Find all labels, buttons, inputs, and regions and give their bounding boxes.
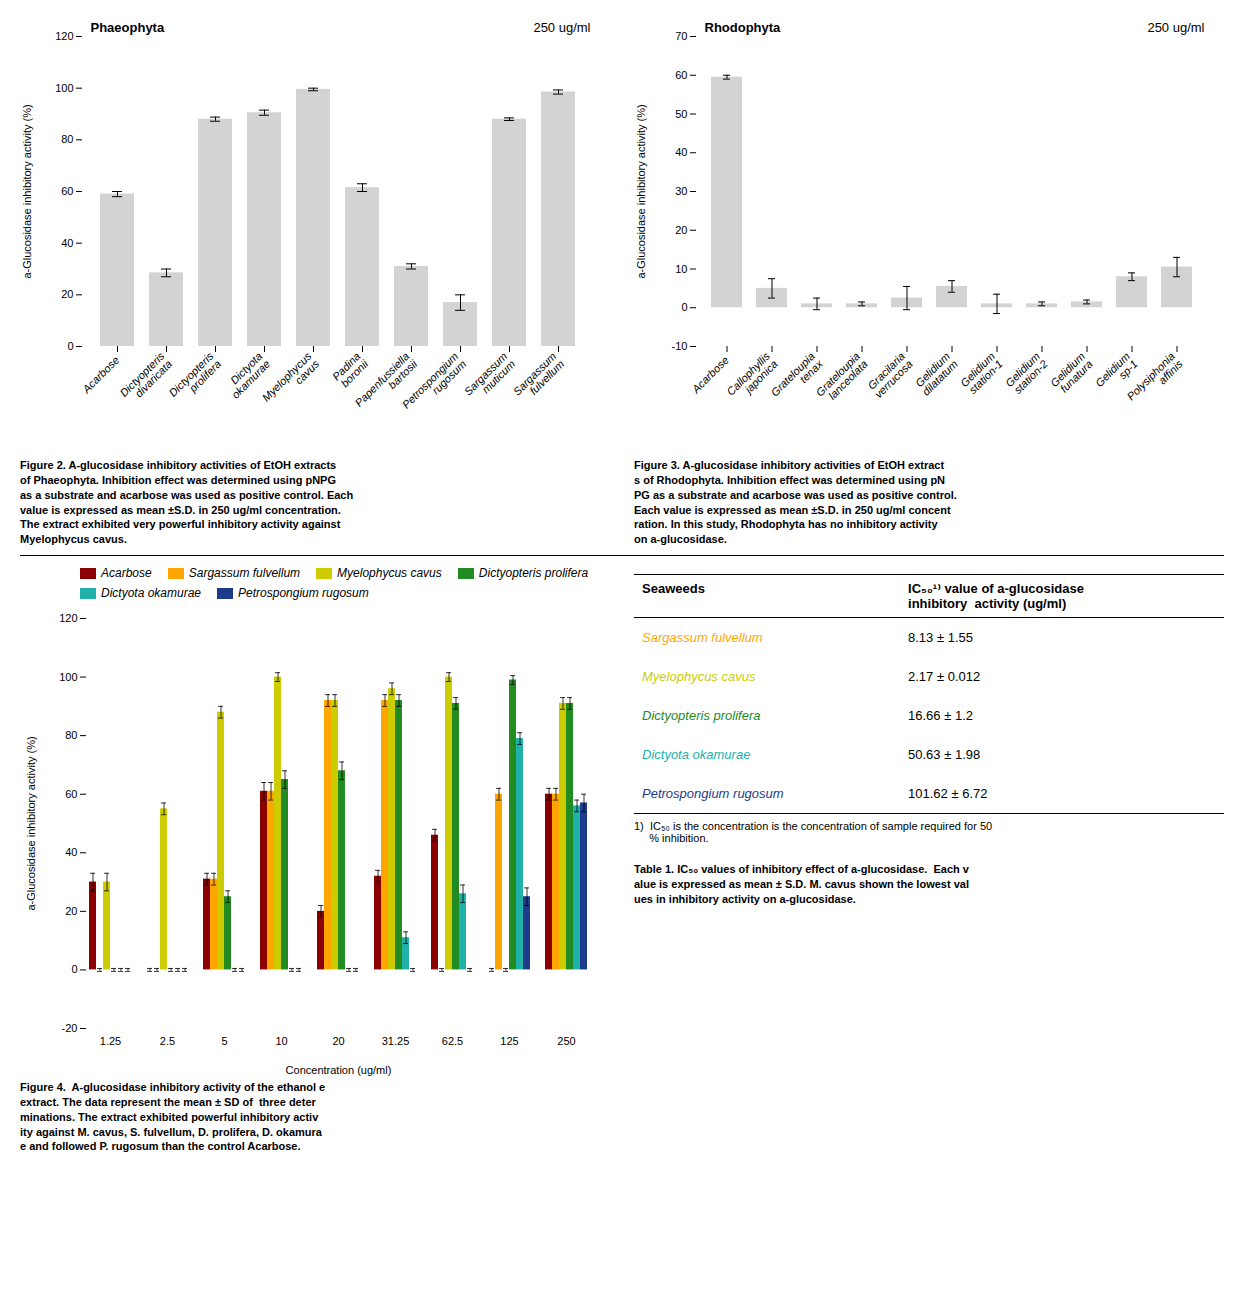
svg-text:0: 0 <box>67 340 73 352</box>
svg-text:100: 100 <box>59 671 77 683</box>
svg-text:Gelidiumfunatura: Gelidiumfunatura <box>1048 350 1095 397</box>
svg-text:250: 250 <box>557 1035 575 1047</box>
svg-text:20: 20 <box>61 288 73 300</box>
svg-text:-20: -20 <box>62 1022 78 1034</box>
svg-text:a-Glucosidase inhibitory activ: a-Glucosidase inhibitory activity (%) <box>635 104 647 278</box>
svg-text:0: 0 <box>71 964 77 976</box>
svg-text:80: 80 <box>61 133 73 145</box>
svg-text:Phaeophyta: Phaeophyta <box>91 20 165 35</box>
svg-text:Grateloupialanceolata: Grateloupialanceolata <box>813 350 869 406</box>
svg-text:100: 100 <box>55 82 73 94</box>
svg-text:Callophyllisjaponica: Callophyllisjaponica <box>724 350 780 406</box>
svg-text:80: 80 <box>65 729 77 741</box>
svg-text:120: 120 <box>55 30 73 42</box>
svg-text:Polysiphoniaaffinis: Polysiphoniaaffinis <box>1124 350 1185 411</box>
svg-text:Acarbose: Acarbose <box>79 354 121 396</box>
svg-text:60: 60 <box>675 69 687 81</box>
svg-text:250 ug/ml: 250 ug/ml <box>533 20 590 35</box>
svg-text:60: 60 <box>61 185 73 197</box>
svg-text:Gelidiumstation-2: Gelidiumstation-2 <box>1003 350 1050 397</box>
svg-text:120: 120 <box>59 612 77 624</box>
svg-text:31.25: 31.25 <box>382 1035 410 1047</box>
svg-text:Padinaboronii: Padinaboronii <box>330 349 371 390</box>
svg-text:Sargassummuticum: Sargassummuticum <box>462 350 518 406</box>
svg-text:125: 125 <box>500 1035 518 1047</box>
svg-text:10: 10 <box>675 263 687 275</box>
svg-text:40: 40 <box>61 237 73 249</box>
svg-text:Dictyopterisprolifera: Dictyopterisprolifera <box>166 350 223 407</box>
svg-text:20: 20 <box>332 1035 344 1047</box>
svg-text:Petrospongiumrugosum: Petrospongiumrugosum <box>400 350 469 419</box>
svg-text:5: 5 <box>221 1035 227 1047</box>
svg-text:40: 40 <box>65 846 77 858</box>
svg-text:30: 30 <box>675 185 687 197</box>
svg-text:Dictyopterisdivaricata: Dictyopterisdivaricata <box>117 350 174 407</box>
svg-text:50: 50 <box>675 108 687 120</box>
svg-text:Gracilariaverrucosa: Gracilariaverrucosa <box>864 350 914 400</box>
svg-text:20: 20 <box>65 905 77 917</box>
svg-text:Grateloupiatenax: Grateloupiatenax <box>768 350 825 407</box>
svg-text:250 ug/ml: 250 ug/ml <box>1147 20 1204 35</box>
svg-text:Myelophycuscavus: Myelophycuscavus <box>260 350 322 412</box>
svg-text:Concentration (ug/ml): Concentration (ug/ml) <box>286 1064 392 1076</box>
svg-text:-10: -10 <box>672 340 688 352</box>
svg-text:Sargassumfulvellum: Sargassumfulvellum <box>511 350 567 406</box>
svg-text:0: 0 <box>681 301 687 313</box>
svg-text:2.5: 2.5 <box>160 1035 175 1047</box>
svg-text:20: 20 <box>675 224 687 236</box>
svg-text:70: 70 <box>675 30 687 42</box>
svg-text:40: 40 <box>675 146 687 158</box>
svg-text:Gelidiumstation-1: Gelidiumstation-1 <box>958 350 1005 397</box>
svg-text:10: 10 <box>275 1035 287 1047</box>
svg-text:62.5: 62.5 <box>442 1035 463 1047</box>
svg-text:a-Glucosidase inhibitory activ: a-Glucosidase inhibitory activity (%) <box>25 736 37 910</box>
svg-text:a-Glucosidase inhibitory activ: a-Glucosidase inhibitory activity (%) <box>21 104 33 278</box>
svg-text:60: 60 <box>65 788 77 800</box>
svg-text:Rhodophyta: Rhodophyta <box>705 20 782 35</box>
svg-text:1.25: 1.25 <box>100 1035 121 1047</box>
svg-text:Gelidiumdilatatum: Gelidiumdilatatum <box>912 350 960 398</box>
